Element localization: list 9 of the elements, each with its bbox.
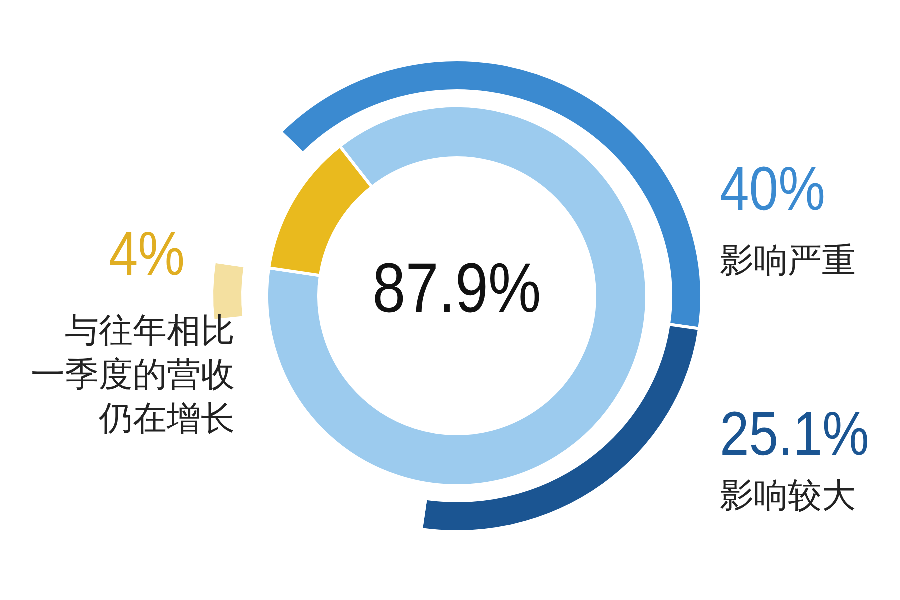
value-label: 4% — [108, 220, 185, 289]
value-label: 87.9% — [372, 248, 542, 328]
category-label: 与往年相比 — [65, 311, 235, 351]
category-label: 影响较大 — [720, 476, 856, 516]
category-label: 影响严重 — [720, 241, 856, 281]
value-label: 40% — [720, 155, 826, 224]
category-label: 一季度的营收 — [31, 355, 235, 395]
value-label: 25.1% — [720, 400, 870, 469]
category-label: 仍在增长 — [99, 399, 235, 439]
